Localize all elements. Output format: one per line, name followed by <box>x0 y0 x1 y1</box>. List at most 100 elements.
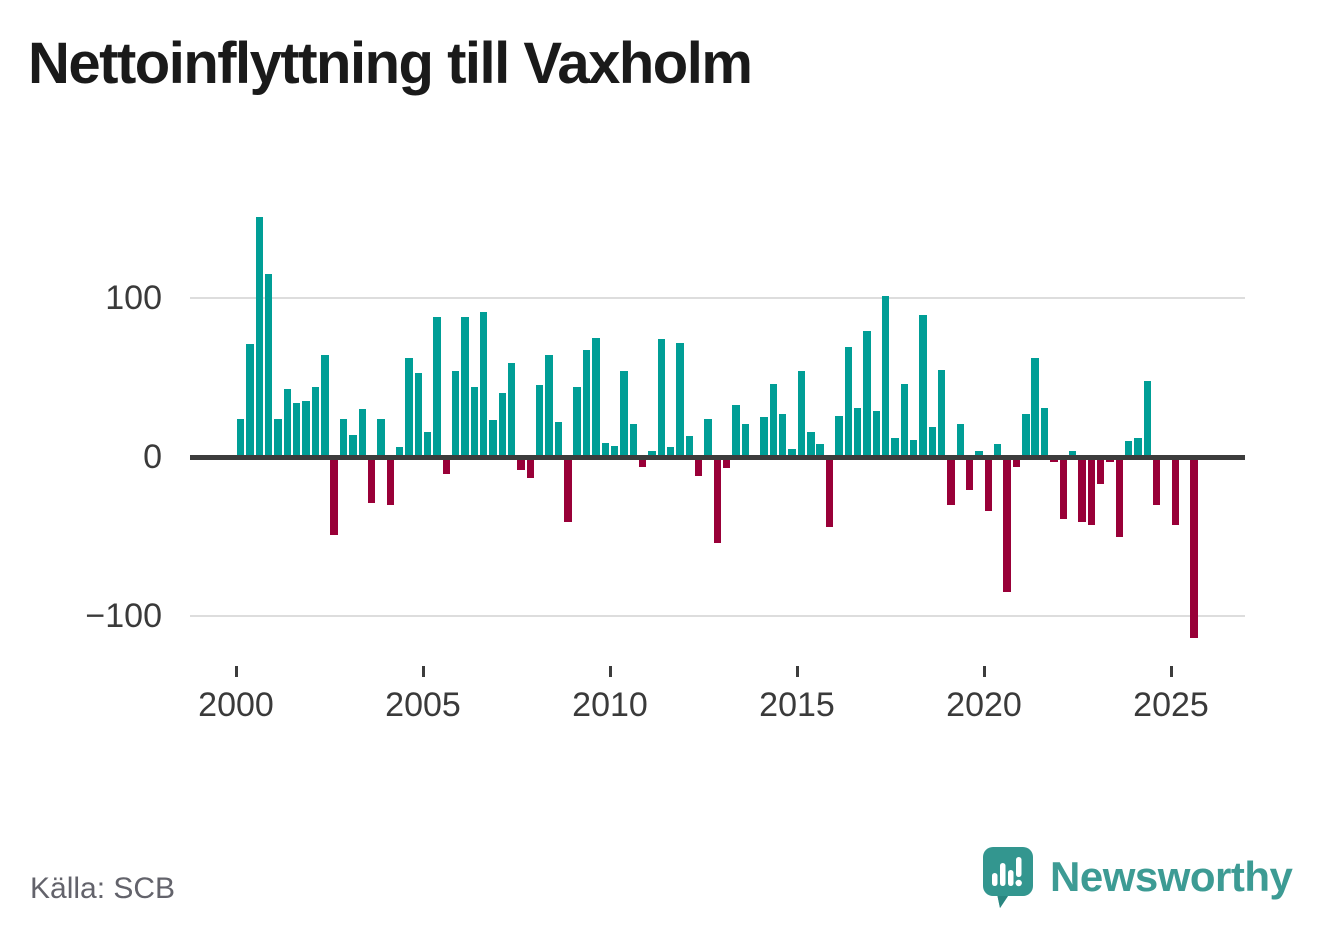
bar-2007-Q2 <box>508 363 516 457</box>
bar-2008-Q1 <box>536 385 544 457</box>
bar-2016-Q1 <box>835 415 843 457</box>
bar-2012-Q4 <box>713 457 722 543</box>
bar-2022-Q1 <box>1059 457 1067 519</box>
page-title: Nettoinflyttning till Vaxholm <box>28 31 753 96</box>
y-axis-tick-label: −100 <box>85 597 162 635</box>
bar-2012-Q2 <box>694 457 703 477</box>
bar-2008-Q2 <box>545 355 553 457</box>
x-axis-tick-label: 2015 <box>759 686 835 724</box>
bar-2012-Q1 <box>685 436 694 457</box>
bar-2024-Q2 <box>1143 380 1151 457</box>
bar-2000-Q2 <box>246 344 254 457</box>
bar-2016-Q2 <box>844 347 852 457</box>
bar-2005-Q1 <box>423 431 432 457</box>
bar-2009-Q4 <box>601 442 609 457</box>
bar-2022-Q2 <box>1068 450 1077 457</box>
bar-2014-Q2 <box>769 383 778 457</box>
bar-2010-Q3 <box>629 423 637 457</box>
bar-2021-Q1 <box>1022 414 1030 457</box>
bar-2003-Q1 <box>349 434 357 457</box>
x-axis-tick-label: 2020 <box>946 686 1022 724</box>
x-axis-tick <box>234 666 238 677</box>
bar-2024-Q3 <box>1152 457 1161 505</box>
bar-2002-Q2 <box>321 355 329 457</box>
bar-2019-Q2 <box>956 423 965 457</box>
bar-2013-Q1 <box>723 457 731 469</box>
bar-2002-Q3 <box>330 457 338 535</box>
bar-2015-Q3 <box>816 444 824 457</box>
bar-2014-Q1 <box>760 417 768 457</box>
bar-2005-Q3 <box>442 457 451 475</box>
bar-2012-Q3 <box>704 418 712 457</box>
bar-2015-Q2 <box>807 431 815 457</box>
bar-2018-Q2 <box>919 315 927 457</box>
x-axis-tick <box>608 666 612 677</box>
bar-2016-Q3 <box>853 407 862 457</box>
x-axis-tick-label: 2000 <box>198 686 274 724</box>
bar-2018-Q3 <box>928 426 937 457</box>
bar-2002-Q4 <box>339 418 348 457</box>
bar-2025-Q1 <box>1171 457 1180 526</box>
bar-2020-Q3 <box>1003 457 1011 593</box>
bar-2000-Q3 <box>255 216 264 457</box>
bar-2023-Q3 <box>1115 457 1123 537</box>
x-axis-tick <box>982 666 986 677</box>
bar-2018-Q4 <box>937 369 946 457</box>
bar-2020-Q2 <box>994 444 1002 457</box>
bar-2011-Q1 <box>648 450 656 457</box>
bar-2009-Q2 <box>582 350 591 457</box>
bar-2017-Q4 <box>900 383 908 457</box>
bar-2008-Q3 <box>554 422 563 457</box>
bar-2006-Q3 <box>480 312 488 457</box>
bar-2010-Q2 <box>620 371 628 457</box>
bar-2015-Q1 <box>797 371 806 457</box>
bar-2009-Q1 <box>573 387 581 457</box>
x-axis-tick-label: 2005 <box>385 686 461 724</box>
bar-2002-Q1 <box>311 387 320 457</box>
bar-2003-Q4 <box>377 418 385 457</box>
bar-2021-Q2 <box>1031 358 1039 457</box>
bar-2006-Q1 <box>461 317 469 457</box>
bar-2024-Q1 <box>1134 437 1142 457</box>
bar-2020-Q1 <box>984 457 993 512</box>
bar-2017-Q2 <box>881 296 890 457</box>
bar-2011-Q3 <box>666 447 675 457</box>
bar-2022-Q4 <box>1087 457 1095 526</box>
bar-2004-Q4 <box>414 372 422 457</box>
bar-2004-Q2 <box>395 447 404 457</box>
bar-2023-Q1 <box>1096 457 1105 485</box>
bar-2010-Q1 <box>610 445 619 457</box>
bar-2022-Q3 <box>1078 457 1086 523</box>
bar-2001-Q4 <box>302 401 310 457</box>
bar-2017-Q1 <box>872 410 880 457</box>
bar-2010-Q4 <box>638 457 647 467</box>
bar-2020-Q4 <box>1012 457 1021 467</box>
bar-2004-Q1 <box>386 457 394 505</box>
bar-2005-Q4 <box>451 371 460 457</box>
bar-2001-Q2 <box>283 388 292 457</box>
bar-2019-Q3 <box>966 457 974 491</box>
bar-2023-Q4 <box>1124 441 1133 457</box>
brand: Newsworthy <box>982 846 1293 910</box>
gridline--100 <box>190 615 1245 617</box>
bar-2017-Q3 <box>891 437 899 457</box>
zero-axis-line <box>190 454 1245 460</box>
bar-2008-Q4 <box>564 457 572 523</box>
bar-2007-Q3 <box>517 457 525 470</box>
bar-2019-Q4 <box>975 450 983 457</box>
bar-2004-Q3 <box>405 358 413 457</box>
bar-2016-Q4 <box>863 331 871 457</box>
bar-2025-Q3 <box>1190 457 1198 639</box>
bar-2014-Q4 <box>788 449 796 457</box>
bar-2000-Q4 <box>265 274 273 457</box>
x-axis-tick-label: 2010 <box>572 686 648 724</box>
bar-2007-Q1 <box>498 393 507 457</box>
bar-2001-Q3 <box>293 402 301 457</box>
bar-2009-Q3 <box>592 337 600 457</box>
bar-2011-Q4 <box>676 342 684 457</box>
bar-2007-Q4 <box>526 457 535 478</box>
bar-2000-Q1 <box>237 418 245 457</box>
bar-2006-Q2 <box>470 387 479 457</box>
bar-2003-Q2 <box>358 409 366 457</box>
